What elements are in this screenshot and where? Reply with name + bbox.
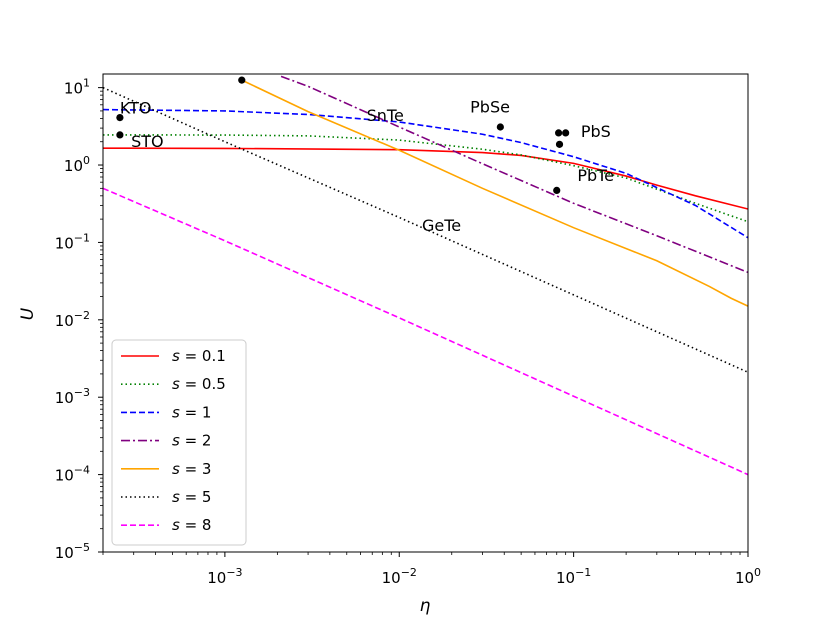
- plot-frame: [102, 73, 749, 553]
- data-point-3: [496, 123, 504, 131]
- data-point-5: [562, 129, 570, 137]
- series-line-6: [103, 187, 748, 476]
- legend-label-1: s = 0.5: [172, 375, 226, 393]
- series-line-3: [280, 75, 748, 274]
- legend-label-6: s = 8: [172, 516, 211, 534]
- legend-label-0: s = 0.1: [172, 347, 226, 365]
- annotation-label-5: PbTe: [577, 166, 614, 185]
- legend-label-2: s = 1: [172, 403, 211, 421]
- annotations-layer: KTO STO SnTe PbSe PbS PbTe GeTe: [120, 97, 614, 235]
- series-line-2: [103, 108, 748, 239]
- series-line-0: [103, 147, 748, 210]
- legend-label-4: s = 3: [172, 460, 211, 478]
- legend: s = 0.1 s = 0.5 s = 1 s = 2 s = 3 s = 5 s = 8: [111, 339, 247, 546]
- data-point-4: [554, 129, 563, 137]
- annotation-label-6: GeTe: [422, 216, 461, 235]
- data-point-7: [553, 186, 561, 195]
- data-point-2: [238, 76, 246, 84]
- legend-box: [111, 339, 247, 546]
- series-line-4: [241, 79, 748, 307]
- annotation-label-2: SnTe: [367, 106, 404, 125]
- series-layer: [103, 75, 748, 476]
- annotation-label-1: STO: [131, 132, 164, 151]
- series-line-5: [103, 86, 748, 374]
- y-axis-label: U: [18, 307, 38, 320]
- data-point-0: [116, 113, 124, 122]
- annotation-label-0: KTO: [120, 99, 152, 118]
- x-axis-label: η: [420, 596, 431, 616]
- annotation-label-3: PbSe: [470, 97, 510, 116]
- points-layer: [116, 76, 570, 195]
- legend-label-5: s = 5: [172, 488, 211, 506]
- series-line-1: [103, 134, 748, 223]
- data-point-6: [555, 140, 564, 148]
- annotation-label-4: PbS: [581, 122, 611, 141]
- legend-label-3: s = 2: [172, 432, 211, 450]
- data-point-1: [116, 131, 124, 139]
